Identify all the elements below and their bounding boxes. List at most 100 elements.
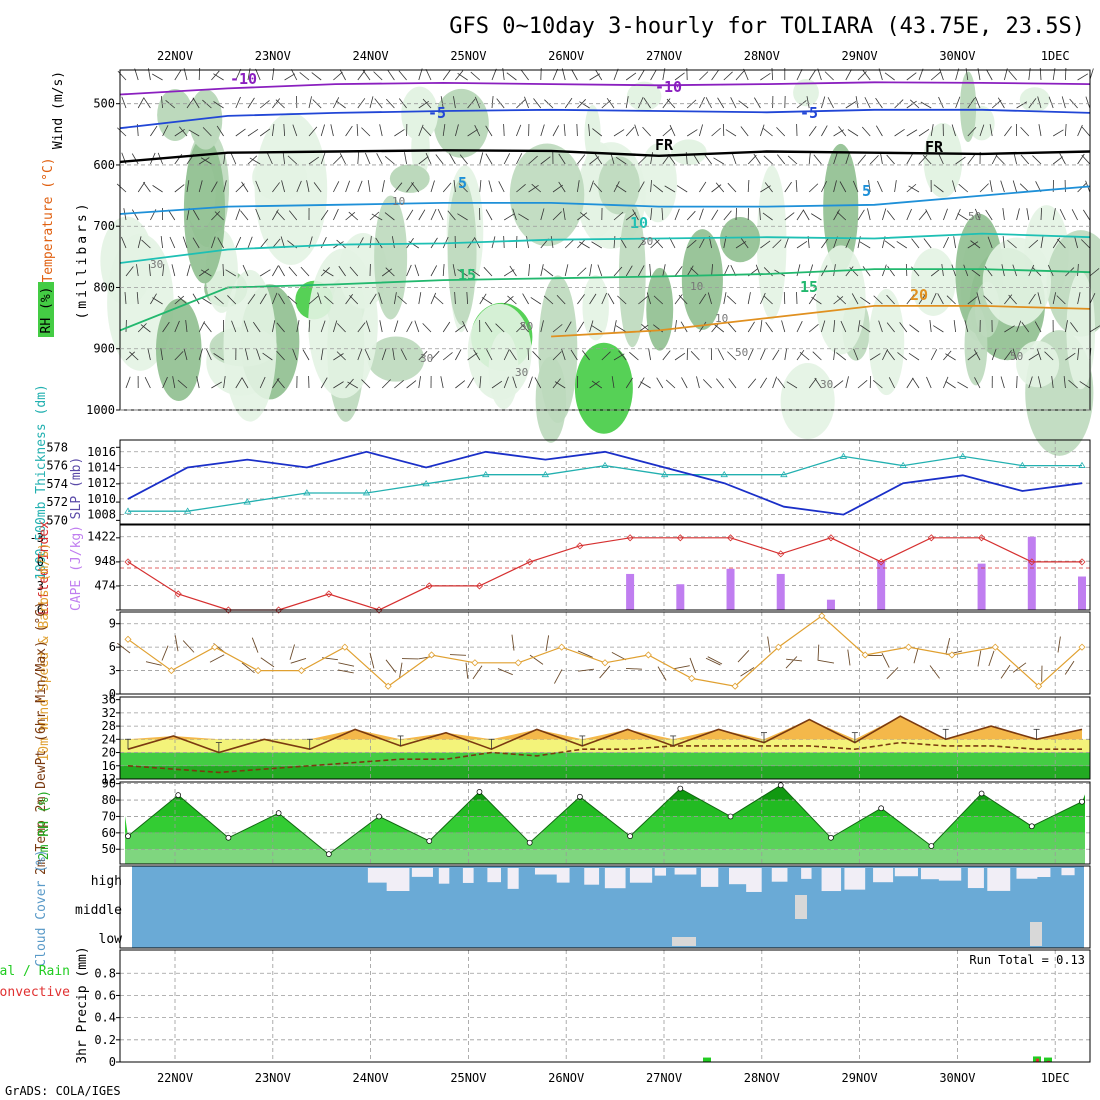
wind-barb — [1037, 376, 1042, 389]
wind-barb — [690, 267, 700, 277]
surface-barb — [599, 665, 611, 679]
wind-barb — [137, 323, 147, 333]
wind-barb — [855, 96, 859, 109]
wind-barb — [345, 180, 351, 193]
wind-barb — [632, 209, 639, 221]
wind-barb — [634, 124, 639, 137]
wind-barb — [192, 237, 200, 249]
wind-barb — [131, 209, 139, 221]
surface-barb — [929, 665, 940, 679]
wind-barb — [813, 154, 822, 165]
wind-barb — [601, 292, 607, 305]
wind-barb — [491, 68, 497, 81]
wind-barb — [849, 267, 859, 277]
wind-barb — [235, 128, 246, 137]
lifted-point — [827, 534, 835, 542]
wind-barb — [908, 352, 920, 361]
rh-area — [923, 123, 963, 198]
wind-barb — [186, 208, 190, 221]
wind-barb — [1016, 320, 1022, 333]
wind-point — [731, 682, 739, 690]
cloud-gap — [1061, 868, 1075, 876]
wind-barb — [638, 155, 648, 165]
rh-area — [671, 139, 707, 165]
wind-barb — [242, 264, 249, 277]
wind-barb — [704, 154, 712, 165]
wind-barb — [922, 154, 932, 165]
cloud-gap — [386, 868, 410, 892]
wind-barb — [589, 180, 594, 193]
wind-barb — [796, 321, 803, 333]
wind-barb — [1004, 294, 1013, 305]
wind-point — [514, 659, 522, 667]
wind-barb — [987, 236, 993, 249]
wind-barb — [425, 152, 432, 165]
wind-barb — [148, 264, 151, 277]
wind-barb — [808, 378, 817, 389]
wind-point — [688, 674, 696, 682]
wind-barb — [349, 295, 359, 305]
cloud-gap — [938, 868, 962, 881]
wind-barb — [141, 239, 151, 249]
contour-label: FR — [925, 138, 944, 156]
surface-barb — [913, 647, 919, 664]
wind-barb — [943, 350, 952, 361]
wind-barb — [183, 348, 188, 361]
wind-barb — [884, 240, 895, 249]
wind-barb — [571, 69, 578, 81]
wind-barb — [638, 296, 648, 305]
wind-barb — [462, 320, 468, 333]
wind-barb — [649, 264, 651, 277]
wind-barb — [552, 125, 560, 137]
wind-barb — [335, 100, 346, 109]
wind-panel: 9 6 3 0 10m Wind Speed & Barbs (m/s) — [37, 542, 1091, 762]
wind-barb — [255, 208, 261, 221]
cloud-gap — [795, 895, 807, 919]
wind-barb — [656, 377, 664, 389]
surface-barb — [385, 659, 397, 673]
thickness-tick: 574 — [46, 477, 68, 491]
wind-barb — [705, 97, 712, 109]
bottom-date-axis: 22NOV 23NOV 24NOV 25NOV 26NOV 27NOV 28NOV 29NOV… — [157, 1071, 1070, 1085]
wind-barb — [1063, 376, 1066, 389]
thickness-tick: 572 — [46, 495, 68, 509]
wind-barb — [506, 72, 517, 81]
surface-barb — [988, 650, 995, 667]
wind-barb — [333, 208, 339, 221]
wind-barb — [507, 295, 517, 305]
wind-barb — [256, 348, 261, 361]
wind-barb — [564, 239, 575, 249]
lifted-point — [676, 534, 684, 542]
lifted-point — [375, 606, 383, 614]
wind-barb — [527, 347, 529, 361]
wind-barb — [926, 376, 932, 389]
wind-barb — [763, 295, 773, 305]
wind-barb — [811, 213, 822, 221]
wind-barb — [1026, 208, 1030, 221]
rh-bands — [120, 782, 1090, 864]
wind-barb — [937, 293, 944, 305]
wind-barb — [400, 349, 407, 361]
wind-barb — [597, 264, 603, 277]
wind-barb — [485, 209, 493, 221]
wind-barb — [923, 238, 932, 249]
wind-barb — [1057, 238, 1066, 249]
surface-barb — [657, 666, 667, 681]
wind-barb — [491, 96, 494, 109]
wind-barb — [185, 320, 188, 333]
wind-barb — [760, 320, 763, 333]
wind-barb — [455, 124, 459, 137]
wind-barb — [1089, 268, 1100, 277]
lifted-tick: 3 — [37, 579, 44, 593]
wind-barb — [516, 124, 522, 137]
day-label-bottom: 24NOV — [353, 1071, 389, 1085]
wind-barb — [699, 124, 704, 137]
wind-barb — [776, 127, 786, 137]
wind-speed-line — [127, 615, 1083, 688]
rh-area — [584, 104, 601, 163]
wind-barb — [1012, 348, 1017, 361]
wind-barb — [369, 96, 374, 109]
wind-barb — [288, 266, 298, 277]
wind-point — [1078, 643, 1086, 651]
wind-barb — [613, 181, 620, 193]
